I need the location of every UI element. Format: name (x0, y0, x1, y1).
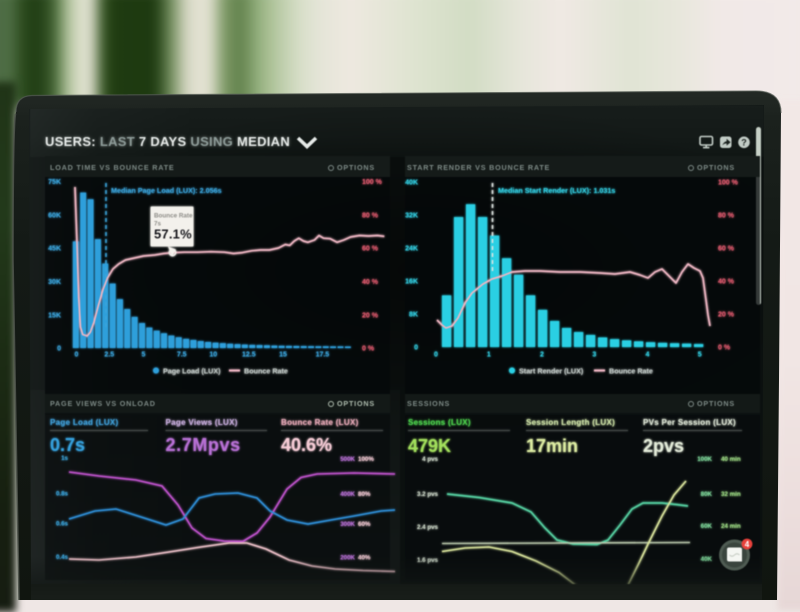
svg-text:1s: 1s (61, 455, 68, 462)
svg-text:60K: 60K (48, 212, 61, 219)
svg-text:Page Load (LUX): Page Load (LUX) (163, 367, 221, 376)
svg-text:80 %: 80 % (718, 213, 735, 220)
svg-text:2.4 pvs: 2.4 pvs (417, 524, 439, 531)
svg-text:40 min: 40 min (721, 456, 741, 463)
svg-text:400K: 400K (340, 491, 355, 498)
svg-text:Page Views (LUX): Page Views (LUX) (166, 418, 238, 427)
svg-text:10: 10 (209, 352, 217, 359)
svg-text:0: 0 (414, 345, 418, 352)
svg-text:Start Render (LUX): Start Render (LUX) (519, 367, 584, 376)
svg-text:100 %: 100 % (362, 179, 383, 186)
svg-text:20 %: 20 % (362, 312, 379, 319)
svg-text:60 %: 60 % (362, 246, 379, 253)
svg-text:0.8s: 0.8s (56, 491, 69, 498)
svg-text:0 %: 0 % (362, 346, 375, 353)
svg-text:100%: 100% (358, 456, 374, 463)
svg-text:5: 5 (142, 352, 146, 359)
svg-text:20 %: 20 % (718, 312, 735, 319)
svg-text:30K: 30K (48, 279, 61, 286)
svg-text:2.7Mpvs: 2.7Mpvs (166, 435, 241, 455)
svg-text:40 %: 40 % (362, 279, 379, 286)
svg-text:7s: 7s (154, 221, 162, 228)
svg-text:0.7s: 0.7s (50, 435, 85, 455)
svg-text:Bounce Rate: Bounce Rate (609, 367, 653, 376)
svg-text:24 min: 24 min (721, 523, 741, 530)
svg-text:100K: 100K (697, 456, 712, 463)
svg-text:80K: 80K (701, 491, 713, 498)
svg-text:0: 0 (57, 346, 61, 353)
svg-text:Bounce Rate (LUX): Bounce Rate (LUX) (281, 418, 359, 427)
svg-text:15K: 15K (48, 312, 61, 319)
svg-text:32 min: 32 min (721, 491, 741, 498)
svg-text:500K: 500K (340, 456, 355, 463)
svg-text:?: ? (741, 137, 747, 147)
svg-text:15: 15 (279, 352, 287, 359)
svg-text:16K: 16K (405, 279, 418, 286)
svg-text:100 %: 100 % (718, 180, 739, 187)
svg-text:17.5: 17.5 (316, 352, 330, 359)
svg-text:0 %: 0 % (718, 345, 731, 352)
svg-text:5: 5 (698, 352, 702, 359)
svg-text:40 %: 40 % (718, 279, 735, 286)
svg-text:479K: 479K (408, 436, 451, 456)
svg-text:24K: 24K (405, 246, 418, 253)
svg-text:80%: 80% (358, 491, 371, 498)
svg-text:32K: 32K (405, 213, 418, 220)
svg-text:2pvs: 2pvs (643, 436, 684, 456)
svg-text:300K: 300K (340, 521, 355, 528)
svg-text:PVs Per Session (LUX): PVs Per Session (LUX) (643, 418, 736, 427)
svg-text:0: 0 (434, 352, 438, 359)
svg-text:Sessions (LUX): Sessions (LUX) (408, 418, 471, 427)
svg-text:12.5: 12.5 (242, 352, 256, 359)
svg-text:4 pvs: 4 pvs (422, 456, 438, 463)
svg-text:2.5: 2.5 (104, 352, 114, 359)
svg-text:60%: 60% (358, 521, 371, 528)
svg-text:0.6s: 0.6s (56, 521, 69, 528)
svg-text:Bounce Rate: Bounce Rate (154, 213, 193, 220)
svg-text:Median Page Load (LUX): 2.056s: Median Page Load (LUX): 2.056s (111, 186, 222, 195)
svg-text:Session Length (LUX): Session Length (LUX) (526, 418, 615, 427)
svg-text:75K: 75K (48, 179, 61, 186)
svg-text:7.5: 7.5 (177, 352, 187, 359)
svg-text:60 %: 60 % (718, 246, 735, 253)
svg-text:2: 2 (540, 352, 544, 359)
svg-text:Median Start Render (LUX): 1.0: Median Start Render (LUX): 1.031s (498, 186, 615, 195)
svg-text:80 %: 80 % (362, 212, 379, 219)
svg-text:Page Load (LUX): Page Load (LUX) (50, 418, 119, 427)
svg-text:57.1%: 57.1% (154, 227, 192, 242)
svg-text:0: 0 (75, 352, 79, 359)
svg-text:60K: 60K (701, 523, 713, 530)
svg-text:1: 1 (487, 352, 491, 359)
svg-text:4: 4 (745, 540, 750, 549)
svg-text:45K: 45K (48, 246, 61, 253)
svg-text:40K: 40K (405, 180, 418, 187)
svg-text:3.2 pvs: 3.2 pvs (417, 491, 439, 498)
svg-text:3: 3 (592, 352, 596, 359)
svg-text:8K: 8K (409, 312, 418, 319)
svg-text:17min: 17min (526, 436, 578, 456)
svg-text:40.6%: 40.6% (281, 435, 332, 455)
svg-text:Bounce Rate: Bounce Rate (244, 367, 288, 376)
svg-text:4: 4 (645, 352, 649, 359)
